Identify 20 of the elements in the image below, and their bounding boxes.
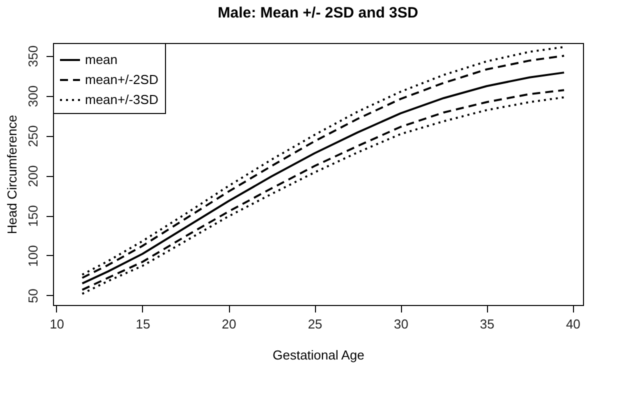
y-tick-label: 300 <box>26 85 40 108</box>
x-tick-label: 35 <box>480 316 494 332</box>
y-tick-label: 200 <box>26 165 40 187</box>
y-tick-label: 250 <box>26 125 40 148</box>
y-tick-label: 150 <box>26 205 40 227</box>
y-tick-label: 50 <box>26 288 40 304</box>
legend-label: mean+/-2SD <box>85 72 158 87</box>
legend-label: mean <box>85 52 118 67</box>
y-tick-label: 350 <box>26 45 40 68</box>
x-axis-title: Gestational Age <box>272 348 364 362</box>
x-tick-label: 20 <box>222 316 236 332</box>
legend-label: mean+/-3SD <box>85 92 158 107</box>
x-tick-label: 25 <box>308 316 322 332</box>
y-tick-label: 100 <box>26 245 40 267</box>
x-tick-label: 15 <box>136 316 150 332</box>
x-tick-label: 10 <box>50 316 64 332</box>
y-axis-title: Head Circumference <box>4 114 20 234</box>
chart-title: Male: Mean +/- 2SD and 3SD <box>218 4 418 22</box>
x-tick-label: 30 <box>394 316 408 332</box>
x-tick-label: 40 <box>566 316 580 332</box>
